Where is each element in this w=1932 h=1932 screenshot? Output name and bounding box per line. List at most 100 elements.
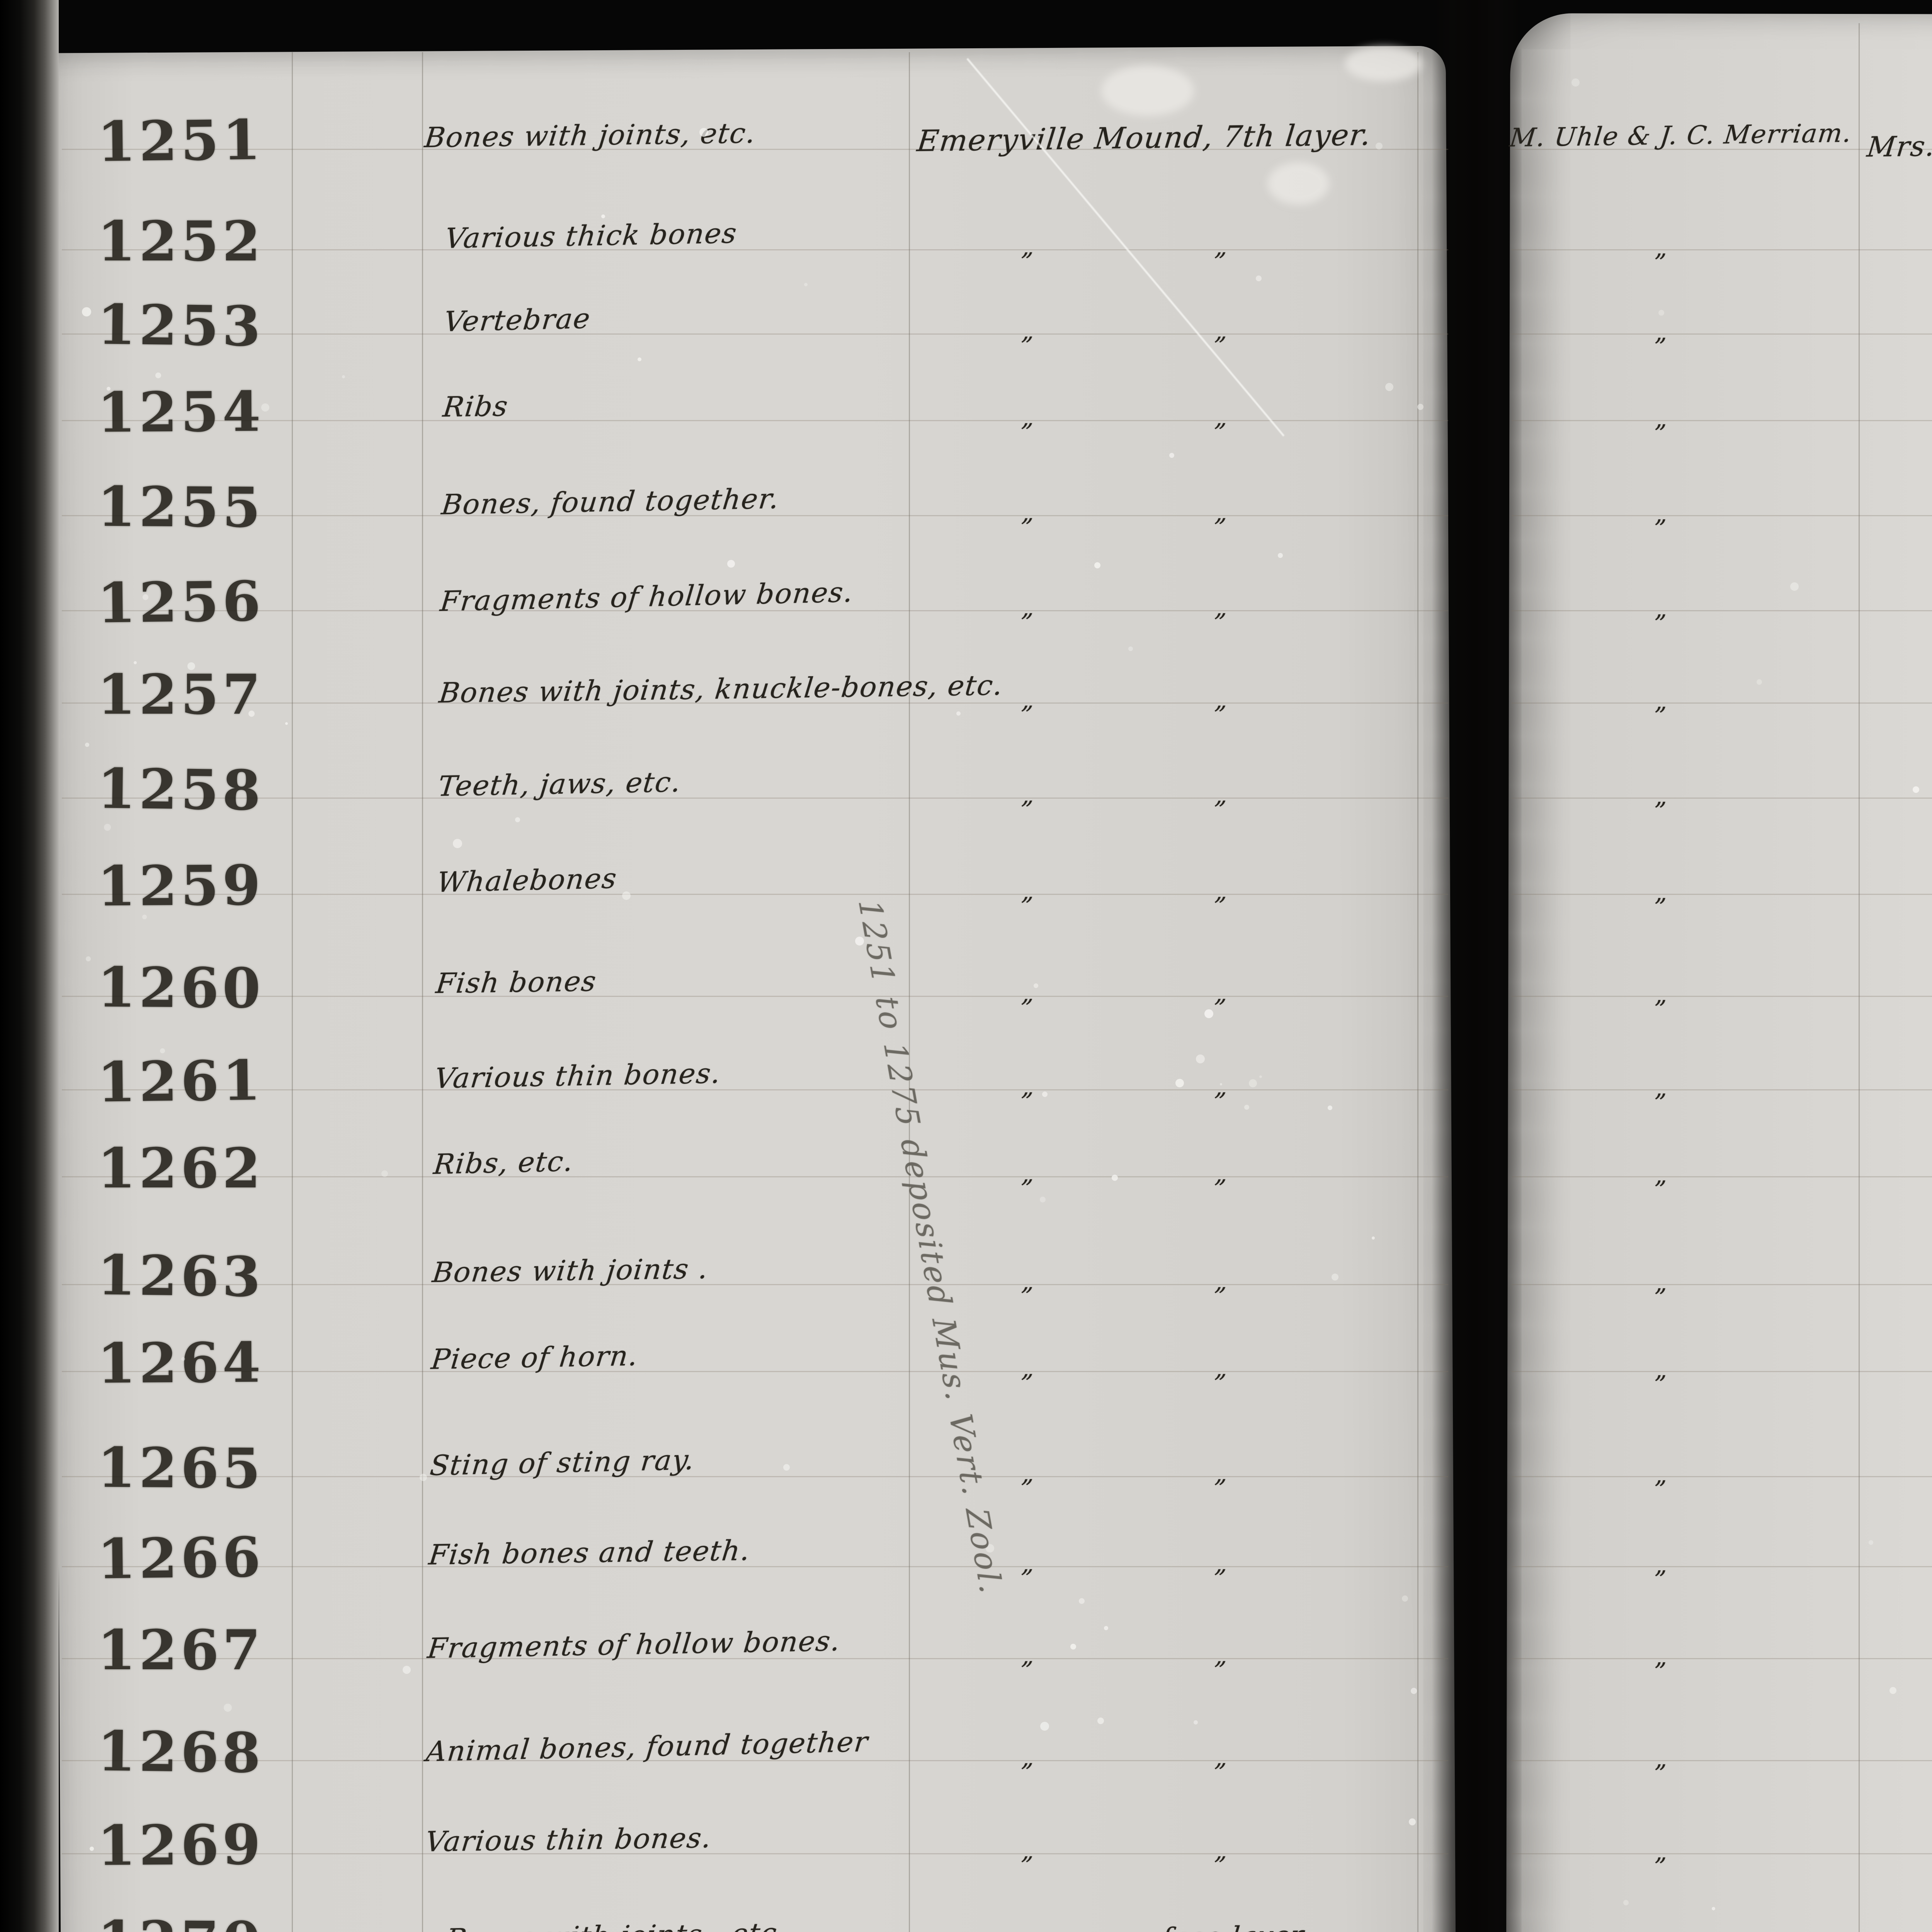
speckle: [1079, 1598, 1085, 1604]
collector-ditto: „: [1655, 318, 1668, 346]
collector: M. Uhle & J. C. Merriam.: [1508, 118, 1854, 153]
rule-line-right: [1512, 1853, 1932, 1854]
speckle: [1328, 1105, 1332, 1110]
speckle: [142, 915, 147, 919]
rule-line-left: [62, 1371, 1448, 1372]
speckle: [187, 662, 195, 670]
rule-line-left: [62, 1284, 1448, 1285]
speckle: [82, 307, 91, 316]
speckle: [1194, 1720, 1198, 1725]
specimen-description: Fish bones and teeth.: [427, 1534, 752, 1571]
speckle: [1278, 553, 1283, 558]
specimen-description: Whalebones: [435, 862, 619, 899]
rule-line-right: [1512, 702, 1932, 704]
speckle: [1042, 1092, 1048, 1097]
speckle: [515, 817, 520, 822]
collector-ditto: „: [1655, 500, 1668, 528]
rule-line-right: [1512, 1176, 1932, 1177]
specimen-description: Various thick bones: [443, 217, 739, 255]
speckle: [181, 1357, 185, 1361]
column-rule: [292, 52, 293, 1932]
page-stack-edge-left: [0, 0, 59, 1932]
rule-line-right: [1512, 333, 1932, 335]
catalog-number: 1253: [97, 293, 265, 359]
catalog-number: 1251: [97, 108, 265, 174]
catalog-number: 1256: [97, 569, 265, 636]
speckle: [1372, 1236, 1375, 1240]
speckle: [1332, 1274, 1338, 1281]
speckle: [1104, 1626, 1108, 1630]
rule-line-right: [1512, 515, 1932, 516]
rule-line-left: [62, 610, 1448, 611]
speckle: [134, 661, 137, 664]
donor: Mrs. Phoebe A. Hearst.: [1865, 126, 1932, 163]
rule-line-right: [1512, 1566, 1932, 1567]
rule-line-left: [62, 333, 1448, 335]
collector-ditto: „: [1655, 687, 1668, 715]
collector-ditto: „: [1655, 980, 1668, 1009]
rule-line-left: [62, 1760, 1448, 1761]
speckle: [622, 891, 631, 900]
speckle: [1094, 562, 1100, 568]
catalog-number: 1266: [97, 1525, 265, 1592]
rule-line-right: [1512, 1658, 1932, 1659]
catalog-number: 1265: [97, 1435, 264, 1501]
emulsion-blotch: [1101, 66, 1194, 116]
emulsion-blotch: [1267, 162, 1329, 205]
speckle: [986, 1544, 994, 1553]
speckle: [1889, 1687, 1896, 1694]
catalog-number: 1254: [97, 379, 264, 445]
speckle: [261, 403, 269, 412]
catalog-number: 1260: [97, 955, 264, 1021]
speckle: [1128, 646, 1133, 651]
catalog-number: 1258: [97, 757, 265, 823]
speckle: [956, 711, 961, 716]
speckle: [1376, 143, 1383, 150]
speckle: [1385, 383, 1393, 391]
speckle: [601, 214, 605, 218]
speckle: [1409, 1818, 1416, 1825]
rule-line-right: [1512, 149, 1932, 150]
speckle: [1175, 1079, 1184, 1087]
speckle: [1220, 1083, 1222, 1085]
catalog-number: 1262: [97, 1136, 264, 1201]
speckle: [1571, 78, 1580, 87]
rule-line-left: [62, 1853, 1448, 1854]
catalog-number: 1267: [97, 1618, 264, 1682]
speckle: [638, 357, 641, 361]
collector-ditto: „: [1655, 1269, 1668, 1297]
speckle: [1256, 276, 1262, 281]
rule-line-left: [62, 420, 1448, 421]
specimen-description: Bones with joints .: [430, 1252, 710, 1289]
speckle: [224, 1704, 232, 1712]
rule-line-right: [1512, 1089, 1932, 1090]
column-rule: [1417, 52, 1418, 1932]
collector-ditto: „: [1655, 782, 1668, 810]
speckle: [1112, 1175, 1118, 1181]
rule-line-left: [62, 1089, 1448, 1090]
rule-line-left: [62, 1566, 1448, 1567]
speckle: [1712, 1907, 1715, 1910]
speckle: [1249, 1079, 1257, 1087]
speckle: [783, 1464, 790, 1471]
catalog-number: 1268: [97, 1719, 265, 1786]
catalog-number: 1264: [97, 1330, 264, 1396]
speckle: [1417, 404, 1423, 410]
rule-line-right: [1512, 1760, 1932, 1761]
specimen-description: Bones, found together.: [440, 482, 781, 521]
speckle: [155, 372, 161, 378]
catalog-number: 1257: [97, 663, 264, 727]
speckle: [1402, 1595, 1408, 1602]
rule-line-right: [1512, 249, 1932, 250]
speckle: [1259, 1075, 1262, 1078]
rule-line-right: [1512, 798, 1932, 799]
speckle: [86, 956, 91, 961]
catalog-number: 1255: [97, 474, 264, 540]
locality: Emeryville Mound, 7th layer.: [915, 117, 1373, 158]
speckle: [342, 375, 345, 378]
speckle: [453, 839, 462, 848]
speckle: [1097, 1718, 1104, 1724]
specimen-description: Fish bones: [434, 965, 599, 1000]
collector-ditto: „: [1655, 878, 1668, 906]
